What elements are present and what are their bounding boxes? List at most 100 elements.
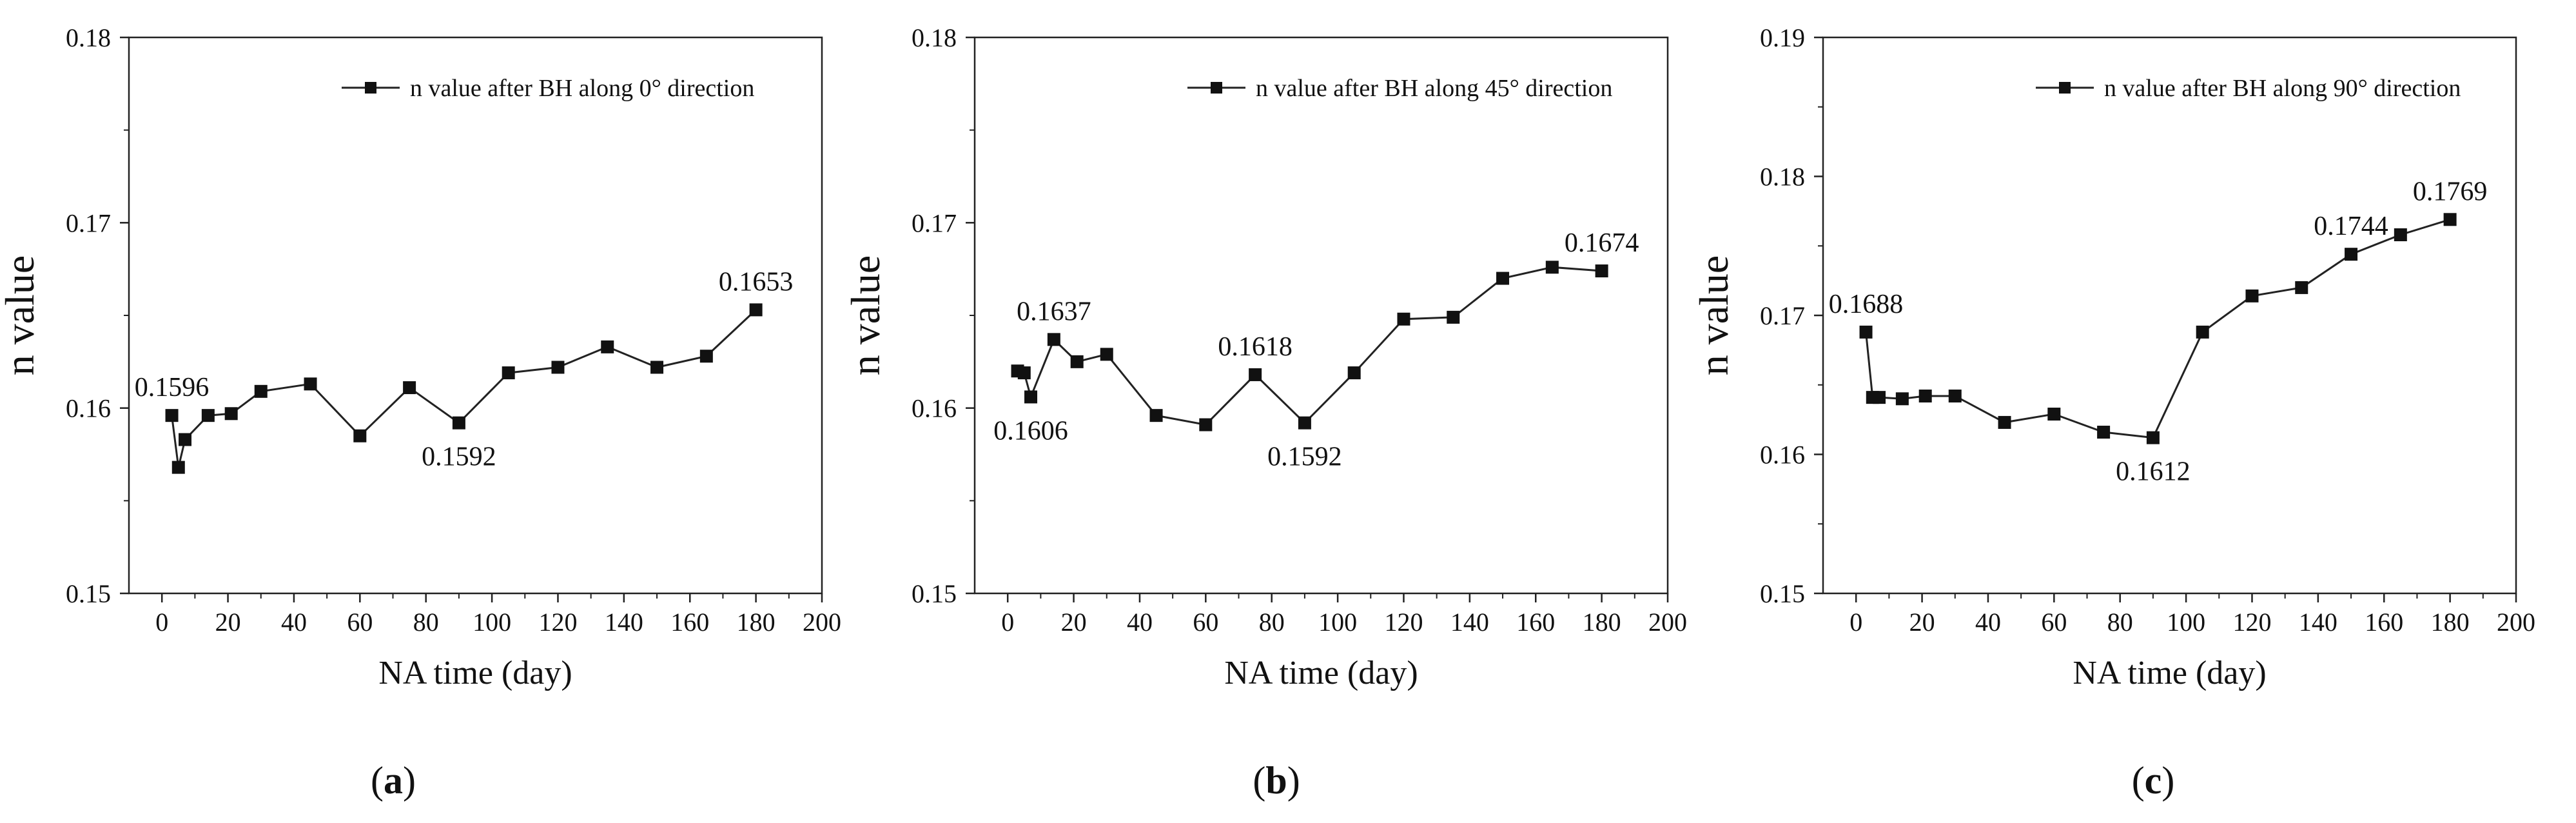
data-point	[254, 384, 268, 398]
data-point	[2295, 281, 2308, 294]
y-tick-label: 0.16	[912, 394, 957, 423]
data-point	[502, 366, 515, 380]
data-label: 0.1674	[1565, 228, 1639, 258]
data-point	[224, 407, 238, 421]
x-tick-label: 120	[1384, 608, 1423, 637]
y-axis-title: n value	[1691, 255, 1737, 376]
x-tick-label: 140	[605, 608, 643, 637]
legend-label: n value after BH along 45° direction	[1256, 75, 1612, 102]
x-tick-label: 140	[1450, 608, 1489, 637]
x-tick-label: 80	[2107, 608, 2133, 637]
x-tick-label: 200	[2497, 608, 2535, 637]
x-tick-label: 40	[281, 608, 307, 637]
y-tick-label: 0.18	[66, 23, 111, 52]
y-tick-label: 0.15	[66, 579, 111, 608]
y-tick-label: 0.17	[1760, 301, 1805, 330]
x-tick-label: 180	[1583, 608, 1621, 637]
x-tick-label: 40	[1975, 608, 2001, 637]
y-tick-label: 0.19	[1760, 23, 1805, 52]
data-point	[1347, 366, 1361, 380]
data-point	[1918, 389, 1932, 402]
data-point	[171, 461, 185, 474]
data-point	[1070, 355, 1084, 368]
y-axis-title: n value	[843, 255, 888, 376]
series-line	[1865, 218, 2451, 439]
data-point	[1298, 416, 1311, 430]
data-point	[1496, 272, 1510, 285]
x-tick-label: 60	[2041, 608, 2067, 637]
data-point	[1447, 310, 1460, 324]
x-axis-title: NA time (day)	[1224, 655, 1418, 691]
legend-label: n value after BH along 90° direction	[2104, 75, 2461, 102]
legend-marker	[365, 82, 376, 94]
x-tick-label: 200	[803, 608, 841, 637]
x-tick-label: 20	[1061, 608, 1087, 637]
data-point	[2443, 213, 2457, 226]
x-tick-label: 140	[2299, 608, 2337, 637]
x-tick-label: 80	[1259, 608, 1285, 637]
data-point	[551, 361, 565, 374]
data-point	[1873, 391, 1886, 404]
x-axis-title: NA time (day)	[2073, 655, 2266, 691]
panel-caption: (a)	[371, 759, 416, 802]
data-label: 0.1612	[2116, 457, 2191, 487]
panel-caption: (b)	[1253, 759, 1300, 802]
data-point	[1199, 418, 1213, 431]
series-line	[1017, 266, 1602, 426]
data-point	[1998, 415, 2011, 429]
x-tick-label: 160	[670, 608, 709, 637]
x-tick-label: 60	[347, 608, 373, 637]
data-point	[201, 409, 215, 422]
x-tick-label: 160	[1516, 608, 1555, 637]
data-point	[2146, 431, 2160, 444]
data-label: 0.1618	[1218, 332, 1293, 362]
data-label: 0.1688	[1829, 290, 1904, 319]
x-tick-label: 20	[1909, 608, 1935, 637]
data-label: 0.1653	[719, 267, 794, 297]
x-tick-label: 100	[2167, 608, 2205, 637]
x-tick-label: 180	[737, 608, 776, 637]
data-label: 0.1592	[1267, 442, 1342, 472]
plot-frame	[1822, 36, 2517, 595]
data-label: 0.1606	[993, 416, 1068, 446]
x-tick-label: 80	[413, 608, 439, 637]
chart-panel-c: 0 20 40 60 80 100 120 140 160 180 200 0.15 0.16 0.17 0…	[1691, 23, 2535, 802]
x-tick-label: 0	[1849, 608, 1862, 637]
x-tick-label: 40	[1127, 608, 1153, 637]
data-label: 0.1769	[2413, 177, 2488, 206]
data-label: 0.1744	[2314, 212, 2388, 241]
data-label: 0.1592	[422, 442, 496, 472]
chart-panel-a: 0 20 40 60 80 100 120 140 160 180 200 0.15 0.16 0.17 0…	[0, 23, 841, 802]
data-point	[650, 361, 664, 374]
y-tick-label: 0.18	[1760, 163, 1805, 192]
x-tick-label: 20	[215, 608, 241, 637]
data-point	[2394, 228, 2407, 242]
y-tick-label: 0.16	[66, 394, 111, 423]
data-point	[1895, 392, 1909, 406]
data-point	[2345, 248, 2358, 261]
legend-label: n value after BH along 0° direction	[410, 75, 754, 102]
series-line	[171, 309, 757, 468]
x-tick-label: 120	[538, 608, 577, 637]
data-point	[2047, 408, 2061, 421]
y-tick-label: 0.17	[912, 208, 957, 237]
data-point	[1859, 325, 1873, 339]
data-label: 0.1596	[135, 373, 210, 402]
data-point	[1100, 348, 1113, 361]
y-axis-title: n value	[0, 255, 43, 376]
data-point	[1149, 409, 1163, 422]
data-point	[1948, 389, 1962, 402]
data-point	[2245, 289, 2259, 302]
plot-frame	[128, 36, 823, 595]
data-point	[353, 429, 367, 442]
data-label: 0.1637	[1017, 297, 1091, 326]
x-tick-label: 0	[155, 608, 168, 637]
chart-panel-b: 0 20 40 60 80 100 120 140 160 180 200 0.15 0.16 0.17 0…	[843, 23, 1687, 802]
data-point	[1024, 390, 1038, 404]
y-tick-label: 0.16	[1760, 441, 1805, 470]
x-tick-label: 100	[1318, 608, 1357, 637]
legend-marker	[1211, 82, 1222, 94]
data-point	[1595, 264, 1608, 278]
y-tick-label: 0.15	[1760, 579, 1805, 608]
x-tick-label: 120	[2232, 608, 2271, 637]
